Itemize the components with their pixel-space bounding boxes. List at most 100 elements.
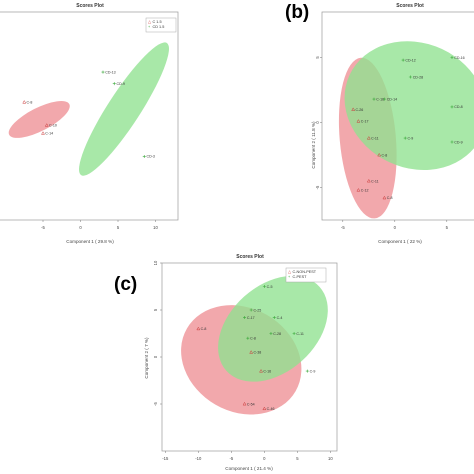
data-point (292, 332, 296, 335)
point-label: C-8 (27, 100, 33, 104)
chart-panel-c: Scores Plot C-8 C-38 C-16 C-54 C-46 C-5 C-25 C-1… (144, 254, 338, 471)
legend-triangle-icon: △ (288, 270, 292, 274)
x-tick-label: 5 (446, 225, 449, 230)
ellipse-layer (181, 275, 328, 415)
data-point (142, 154, 146, 158)
x-tick-label: 0 (263, 456, 266, 461)
point-label: CD-28 (413, 75, 423, 79)
y-axis-label: Component 2 ( 7 %) (144, 337, 149, 379)
data-point (272, 316, 276, 320)
data-point (101, 70, 105, 74)
data-point (450, 105, 454, 109)
panel-b-letter: (b) (285, 2, 309, 23)
point-label: C-11 (371, 136, 379, 140)
chart-title: Scores Plot (396, 3, 424, 9)
point-label: C-16 (376, 97, 384, 101)
x-tick-label: 0 (79, 225, 82, 230)
confidence-ellipse-1 (218, 275, 328, 382)
y-tick-label: -5 (315, 185, 320, 189)
x-tick-label: -5 (341, 225, 345, 230)
y-tick-label: 10 (153, 260, 158, 265)
data-point (262, 406, 267, 411)
y-tick-label: 5 (153, 308, 158, 311)
point-label: CD-9 (117, 82, 125, 86)
data-point (246, 336, 250, 340)
data-point (262, 285, 266, 288)
point-label: C-11 (296, 332, 304, 336)
data-point (112, 82, 116, 86)
point-label: C-9 (408, 136, 414, 140)
point-label: CD-14 (387, 97, 397, 101)
legend: △ C-NON-PEST+ C-PEST (285, 267, 327, 283)
x-axis-label: Component 1 ( 21.4 %) (225, 466, 273, 471)
data-point (356, 187, 361, 192)
point-label: CD-3 (147, 155, 155, 159)
point-label: C-14 (45, 132, 53, 136)
point-label: C-8 (250, 337, 256, 341)
data-point (403, 136, 407, 140)
legend-entry: C 1.5 (153, 20, 162, 24)
legend-triangle-icon: △ (148, 20, 152, 24)
point-label: C-17 (361, 120, 369, 124)
data-point (41, 131, 45, 135)
point-label: CD-8 (454, 105, 462, 109)
point-label: CD-16 (454, 56, 464, 60)
chart-title: Scores Plot (236, 254, 264, 260)
data-point (249, 350, 254, 354)
x-tick-label: 5 (117, 225, 120, 230)
point-label: C-9 (310, 369, 316, 373)
point-label: C-8 (201, 327, 207, 331)
x-tick-label: -15 (162, 456, 169, 461)
legend-entry: C-PEST (293, 275, 308, 279)
point-label: C-38 (253, 351, 261, 355)
data-point (305, 369, 309, 373)
y-tick-label: -5 (153, 401, 158, 405)
point-label: C-26 (356, 108, 364, 112)
point-label: CD-9 (454, 140, 462, 144)
data-point (44, 123, 49, 127)
point-label: C-46 (267, 407, 275, 411)
data-point (366, 135, 371, 140)
legend: △ C 1.5+ CD 1.5 (145, 17, 177, 33)
x-tick-label: -10 (195, 456, 202, 461)
panel-c-letter: (c) (114, 274, 137, 295)
point-label: C-11 (371, 179, 379, 183)
legend-plus-icon: + (288, 275, 291, 279)
data-point (382, 97, 386, 101)
x-axis-label: Component 1 ( 22 %) (378, 239, 422, 244)
y-axis-label: Component 2 ( 11.8 %) (311, 121, 316, 169)
point-label: CD-12 (405, 58, 415, 62)
point-label: C-25 (253, 308, 261, 312)
x-tick-label: 10 (328, 456, 333, 461)
data-point (377, 152, 382, 157)
point-label: C-10 (49, 124, 57, 128)
data-point (249, 308, 253, 312)
x-tick-label: 5 (296, 456, 299, 461)
confidence-ellipse-1 (344, 41, 474, 170)
x-tick-label: 0 (394, 225, 397, 230)
data-point (408, 75, 412, 79)
data-point (401, 58, 405, 62)
x-axis-label: Component 1 ( 29.8 %) (66, 239, 114, 244)
confidence-ellipse-1 (79, 42, 169, 176)
x-tick-label: 10 (153, 225, 158, 230)
legend-frame (145, 17, 177, 33)
data-point (259, 368, 263, 373)
data-point (269, 332, 273, 335)
data-point (242, 401, 247, 406)
point-label: C-5 (267, 285, 273, 289)
data-point (243, 316, 247, 320)
data-point (372, 97, 376, 101)
point-label: C-12 (361, 188, 369, 192)
chart-panel-a: Scores Plot C-8 C-10 C-14 CD-13 CD-9 CD-3 -5 0 5 1… (0, 3, 179, 244)
data-point (351, 107, 356, 111)
point-label: C-16 (263, 369, 271, 373)
point-label: C-54 (247, 402, 255, 406)
data-point (366, 178, 371, 183)
x-tick-label: -5 (41, 225, 45, 230)
legend-entry: CD 1.5 (153, 25, 165, 29)
y-tick-label: 0 (153, 355, 158, 358)
legend-plus-icon: + (148, 25, 151, 29)
point-label: C-8 (382, 153, 388, 157)
